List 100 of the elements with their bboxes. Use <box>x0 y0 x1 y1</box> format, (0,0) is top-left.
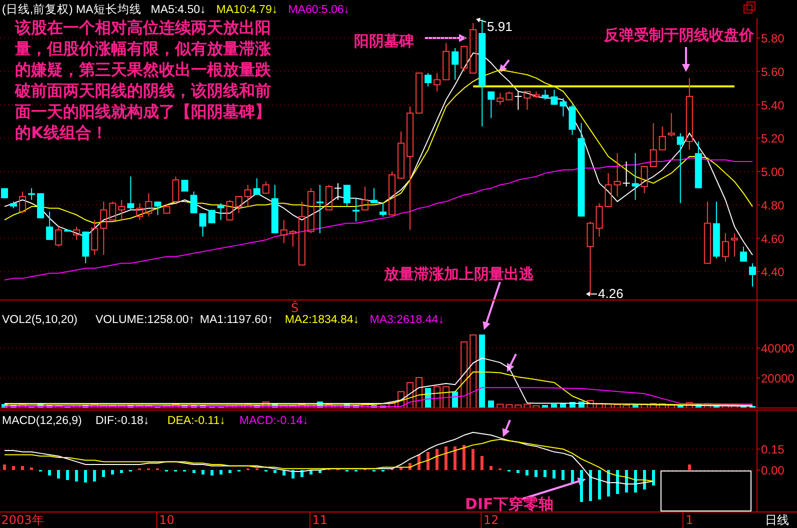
bar <box>444 446 448 470</box>
candlestick <box>730 232 738 258</box>
candlestick <box>380 202 387 218</box>
y-tick-label: 4.80 <box>761 198 785 212</box>
candlestick <box>596 202 603 238</box>
y-tick-label: 0.15 <box>761 442 785 457</box>
bar <box>136 404 144 408</box>
bar <box>325 404 332 408</box>
candlestick <box>145 192 152 218</box>
bar <box>145 405 152 408</box>
bar <box>570 470 574 483</box>
y-tick-label: 5.60 <box>761 64 785 79</box>
bar <box>650 403 657 408</box>
bar <box>460 341 468 408</box>
bar <box>66 470 70 480</box>
candlestick <box>46 211 54 240</box>
text: MA1:1197.60↑ <box>200 314 274 326</box>
y-tick-label: 40000 <box>761 342 795 356</box>
bar <box>12 466 16 470</box>
bar <box>172 404 180 408</box>
bar <box>658 403 666 408</box>
bar <box>192 470 196 473</box>
candlestick <box>514 90 522 110</box>
x-axis-title: 日线 <box>765 513 789 527</box>
bar <box>57 470 60 478</box>
bar <box>21 466 24 470</box>
y-tick-label: 4.60 <box>761 232 785 246</box>
annotation: VOLUME:1258.00↑ <box>95 314 195 326</box>
annotation: 反弹受制于阴线收盘价 <box>603 26 755 44</box>
candlestick <box>686 78 693 150</box>
bar <box>470 334 477 408</box>
candlestick <box>154 201 162 216</box>
bar <box>273 470 276 473</box>
bar <box>586 400 594 408</box>
bar <box>75 470 78 482</box>
bar <box>93 470 96 482</box>
candlestick <box>560 98 567 117</box>
candlestick <box>199 212 206 238</box>
bar <box>526 470 529 476</box>
bar <box>534 470 538 478</box>
bar <box>416 377 423 408</box>
candlestick <box>542 89 549 100</box>
bar <box>652 470 655 486</box>
line-series <box>4 372 753 406</box>
candlestick <box>73 226 80 240</box>
y-tick-label: 20000 <box>761 372 795 386</box>
candlestick <box>632 152 639 200</box>
x-tick-label: 12 <box>484 513 499 527</box>
bar <box>111 470 114 474</box>
text: MA2:1834.84↓ <box>284 314 360 326</box>
bar <box>100 404 108 408</box>
annotation: Ŝ <box>291 300 299 315</box>
y-tick-label: 0.00 <box>761 464 785 478</box>
bar <box>219 470 222 474</box>
bar <box>201 470 204 474</box>
candlestick <box>550 89 558 106</box>
bar <box>480 456 484 470</box>
candlestick <box>28 188 36 200</box>
candlestick <box>488 90 495 119</box>
text: DIF:-0.18↓ <box>95 415 150 427</box>
bar <box>163 404 170 408</box>
text: MA60:5.06↓ <box>288 4 350 16</box>
candlestick <box>91 219 98 256</box>
annotation: 5.91 <box>487 19 512 34</box>
candlestick <box>722 232 729 262</box>
bar <box>634 470 637 492</box>
bar <box>506 404 513 408</box>
annotation: MACD:-0.14↓ <box>239 415 308 427</box>
bar <box>280 404 288 408</box>
bar <box>454 446 457 470</box>
text: MA5:4.50↓ <box>150 4 206 16</box>
x-tick-label: 2003年 <box>1 513 44 527</box>
candlestick <box>244 184 252 208</box>
candlestick <box>622 161 630 188</box>
candlestick <box>676 132 684 204</box>
bar <box>406 382 414 408</box>
candlestick <box>343 184 350 208</box>
bar <box>120 470 124 473</box>
bar <box>588 470 592 501</box>
bar <box>544 470 547 478</box>
candlestick <box>748 262 756 288</box>
bar <box>3 464 6 470</box>
bar <box>426 452 430 470</box>
candlestick <box>568 104 576 136</box>
candlestick <box>280 219 288 244</box>
bar <box>479 334 486 408</box>
y-tick-label: 5.40 <box>761 98 785 112</box>
bar <box>228 470 232 473</box>
candlestick <box>452 48 459 80</box>
bar <box>398 391 405 408</box>
y-tick-label: 5.00 <box>761 165 785 180</box>
text: DEA:-0.11↓ <box>167 415 226 427</box>
candlestick <box>253 178 260 196</box>
bar <box>289 405 296 408</box>
annotation: 4.26 <box>598 286 624 301</box>
x-tick-label: 10 <box>159 513 174 527</box>
bar <box>598 470 601 500</box>
candlestick <box>424 72 432 87</box>
bar <box>490 466 493 470</box>
candlestick <box>190 191 198 214</box>
